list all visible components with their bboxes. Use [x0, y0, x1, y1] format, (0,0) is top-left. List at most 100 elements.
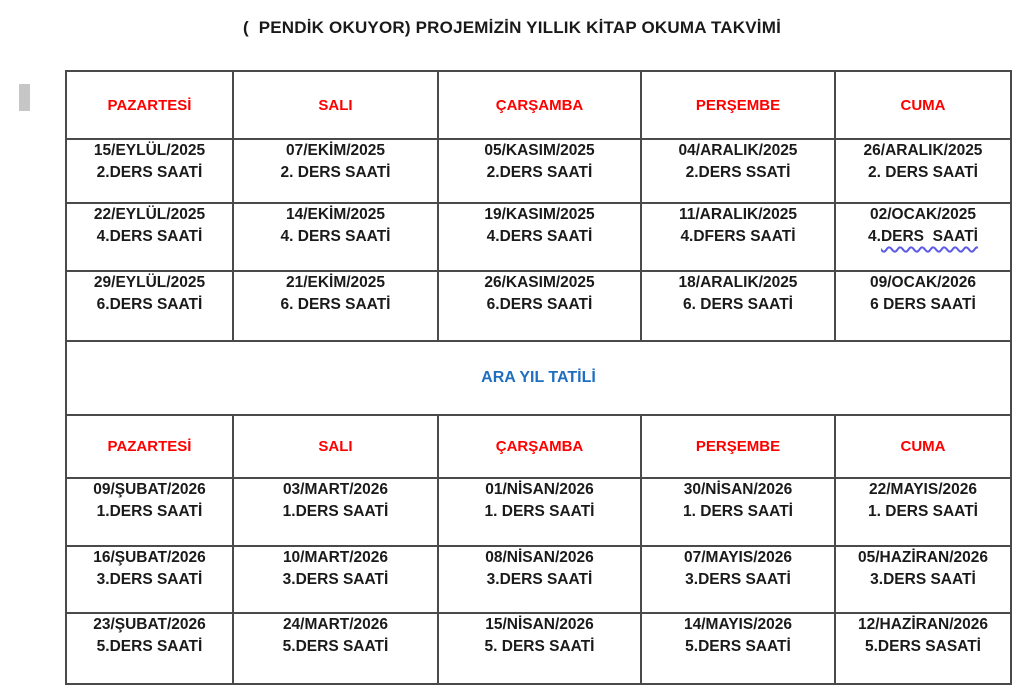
calendar-cell-with-squiggle: 02/OCAK/2025 4.DERS SAATİ: [834, 202, 1012, 272]
cell-date: 14/MAYIS/2026: [683, 616, 792, 633]
cell-lesson: 1. DERS SAATİ: [484, 503, 595, 520]
calendar-cell: 16/ŞUBAT/2026 3.DERS SAATİ: [65, 545, 234, 614]
calendar-cell: 26/KASIM/2025 6.DERS SAATİ: [437, 270, 642, 342]
cell-date: 07/MAYIS/2026: [683, 549, 792, 566]
table-row: 16/ŞUBAT/2026 3.DERS SAATİ 10/MART/2026 …: [65, 545, 1012, 614]
cell-lesson: 5.DERS SAATİ: [96, 638, 203, 655]
cell-lesson: 4.DERS SAATİ: [486, 228, 593, 245]
cell-date: 14/EKİM/2025: [285, 206, 386, 223]
gray-marker: [19, 84, 30, 111]
calendar-cell: 07/EKİM/2025 2. DERS SAATİ: [232, 138, 439, 204]
calendar-cell: 14/EKİM/2025 4. DERS SAATİ: [232, 202, 439, 272]
cell-lesson: 1. DERS SAATİ: [868, 503, 978, 520]
cell-lesson: 6. DERS SAATİ: [683, 296, 793, 313]
calendar-cell: 05/HAZİRAN/2026 3.DERS SAATİ: [834, 545, 1012, 614]
cell-lesson: 1. DERS SAATİ: [683, 503, 793, 520]
cell-date: 15/EYLÜL/2025: [93, 142, 206, 159]
calendar-cell: 15/EYLÜL/2025 2.DERS SAATİ: [65, 138, 234, 204]
cell-date: 03/MART/2026: [282, 481, 389, 498]
day-header-carsamba: ÇARŞAMBA: [437, 414, 642, 479]
spellcheck-squiggle-text: DERS SAATİ: [880, 228, 978, 245]
calendar-cell: 03/MART/2026 1.DERS SAATİ: [232, 477, 439, 547]
cell-date: 30/NİSAN/2026: [683, 481, 793, 498]
calendar-cell: 12/HAZİRAN/2026 5.DERS SASATİ: [834, 612, 1012, 685]
calendar-cell: 29/EYLÜL/2025 6.DERS SAATİ: [65, 270, 234, 342]
holiday-row: ARA YIL TATİLİ: [65, 340, 1012, 416]
cell-lesson: 4.DERS SAATİ: [836, 226, 1010, 248]
cell-date: 16/ŞUBAT/2026: [93, 549, 206, 566]
day-header-pazartesi: PAZARTESİ: [65, 70, 234, 140]
day-header-persembe: PERŞEMBE: [640, 70, 836, 140]
cell-date: 21/EKİM/2025: [285, 274, 386, 291]
cell-lesson: 2.DERS SSATİ: [685, 164, 791, 181]
calendar-cell: 24/MART/2026 5.DERS SAATİ: [232, 612, 439, 685]
cell-date: 24/MART/2026: [282, 616, 389, 633]
calendar-cell: 22/MAYIS/2026 1. DERS SAATİ: [834, 477, 1012, 547]
table-row: 22/EYLÜL/2025 4.DERS SAATİ 14/EKİM/2025 …: [65, 202, 1012, 272]
day-header-cuma: CUMA: [834, 70, 1012, 140]
calendar-cell: 26/ARALIK/2025 2. DERS SAATİ: [834, 138, 1012, 204]
day-header-persembe: PERŞEMBE: [640, 414, 836, 479]
cell-lesson: 6 DERS SAATİ: [870, 296, 976, 313]
calendar-cell: 04/ARALIK/2025 2.DERS SSATİ: [640, 138, 836, 204]
cell-lesson: 4.DERS SAATİ: [96, 228, 203, 245]
calendar-cell: 05/KASIM/2025 2.DERS SAATİ: [437, 138, 642, 204]
cell-date: 09/ŞUBAT/2026: [93, 481, 206, 498]
header-row-1: PAZARTESİ SALI ÇARŞAMBA PERŞEMBE CUMA: [65, 70, 1012, 140]
cell-date: 26/KASIM/2025: [484, 274, 595, 291]
reading-calendar-table: PAZARTESİ SALI ÇARŞAMBA PERŞEMBE CUMA 15…: [65, 70, 1012, 685]
cell-date: 15/NİSAN/2026: [485, 616, 594, 633]
holiday-banner: ARA YIL TATİLİ: [65, 340, 1012, 416]
calendar-cell: 23/ŞUBAT/2026 5.DERS SAATİ: [65, 612, 234, 685]
cell-date: 12/HAZİRAN/2026: [857, 616, 989, 633]
calendar-cell: 01/NİSAN/2026 1. DERS SAATİ: [437, 477, 642, 547]
table-row: 09/ŞUBAT/2026 1.DERS SAATİ 03/MART/2026 …: [65, 477, 1012, 547]
calendar-cell: 19/KASIM/2025 4.DERS SAATİ: [437, 202, 642, 272]
cell-lesson: 3.DERS SAATİ: [282, 571, 389, 588]
cell-lesson: 1.DERS SAATİ: [96, 503, 203, 520]
cell-lesson: 5.DERS SAATİ: [282, 638, 389, 655]
day-header-sali: SALI: [232, 414, 439, 479]
cell-lesson: 2. DERS SAATİ: [280, 164, 391, 181]
calendar-cell: 10/MART/2026 3.DERS SAATİ: [232, 545, 439, 614]
calendar-cell: 09/ŞUBAT/2026 1.DERS SAATİ: [65, 477, 234, 547]
cell-date: 11/ARALIK/2025: [678, 206, 798, 223]
cell-date: 22/MAYIS/2026: [868, 481, 977, 498]
lesson-prefix: 4.: [868, 228, 881, 245]
day-header-cuma: CUMA: [834, 414, 1012, 479]
cell-lesson: 5. DERS SAATİ: [484, 638, 595, 655]
cell-date: 19/KASIM/2025: [484, 206, 595, 223]
cell-lesson: 3.DERS SAATİ: [870, 571, 976, 588]
calendar-cell: 07/MAYIS/2026 3.DERS SAATİ: [640, 545, 836, 614]
cell-date: 10/MART/2026: [282, 549, 389, 566]
cell-lesson: 4. DERS SAATİ: [280, 228, 391, 245]
cell-date: 05/HAZİRAN/2026: [857, 549, 989, 566]
table-row: 29/EYLÜL/2025 6.DERS SAATİ 21/EKİM/2025 …: [65, 270, 1012, 342]
cell-date: 29/EYLÜL/2025: [93, 274, 206, 291]
day-header-carsamba: ÇARŞAMBA: [437, 70, 642, 140]
cell-lesson: 1.DERS SAATİ: [282, 503, 389, 520]
calendar-cell: 14/MAYIS/2026 5.DERS SAATİ: [640, 612, 836, 685]
cell-lesson: 6.DERS SAATİ: [486, 296, 593, 313]
day-header-sali: SALI: [232, 70, 439, 140]
cell-date: 09/OCAK/2026: [870, 274, 976, 291]
cell-lesson: 6.DERS SAATİ: [96, 296, 203, 313]
cell-lesson: 4.DFERS SAATİ: [680, 228, 796, 245]
cell-date: 05/KASIM/2025: [484, 142, 595, 159]
cell-date: 02/OCAK/2025: [870, 206, 976, 223]
table-row: 23/ŞUBAT/2026 5.DERS SAATİ 24/MART/2026 …: [65, 612, 1012, 685]
cell-date: 01/NİSAN/2026: [485, 481, 594, 498]
cell-date: 04/ARALIK/2025: [678, 142, 798, 159]
calendar-cell: 18/ARALIK/2025 6. DERS SAATİ: [640, 270, 836, 342]
cell-lesson: 3.DERS SAATİ: [486, 571, 593, 588]
cell-lesson: 2.DERS SAATİ: [486, 164, 593, 181]
cell-lesson: 3.DERS SAATİ: [96, 571, 203, 588]
cell-date: 26/ARALIK/2025: [863, 142, 983, 159]
cell-lesson: 5.DERS SASATİ: [865, 638, 981, 655]
calendar-cell: 21/EKİM/2025 6. DERS SAATİ: [232, 270, 439, 342]
header-row-2: PAZARTESİ SALI ÇARŞAMBA PERŞEMBE CUMA: [65, 414, 1012, 479]
cell-date: 22/EYLÜL/2025: [93, 206, 206, 223]
calendar-cell: 22/EYLÜL/2025 4.DERS SAATİ: [65, 202, 234, 272]
table-row: 15/EYLÜL/2025 2.DERS SAATİ 07/EKİM/2025 …: [65, 138, 1012, 204]
